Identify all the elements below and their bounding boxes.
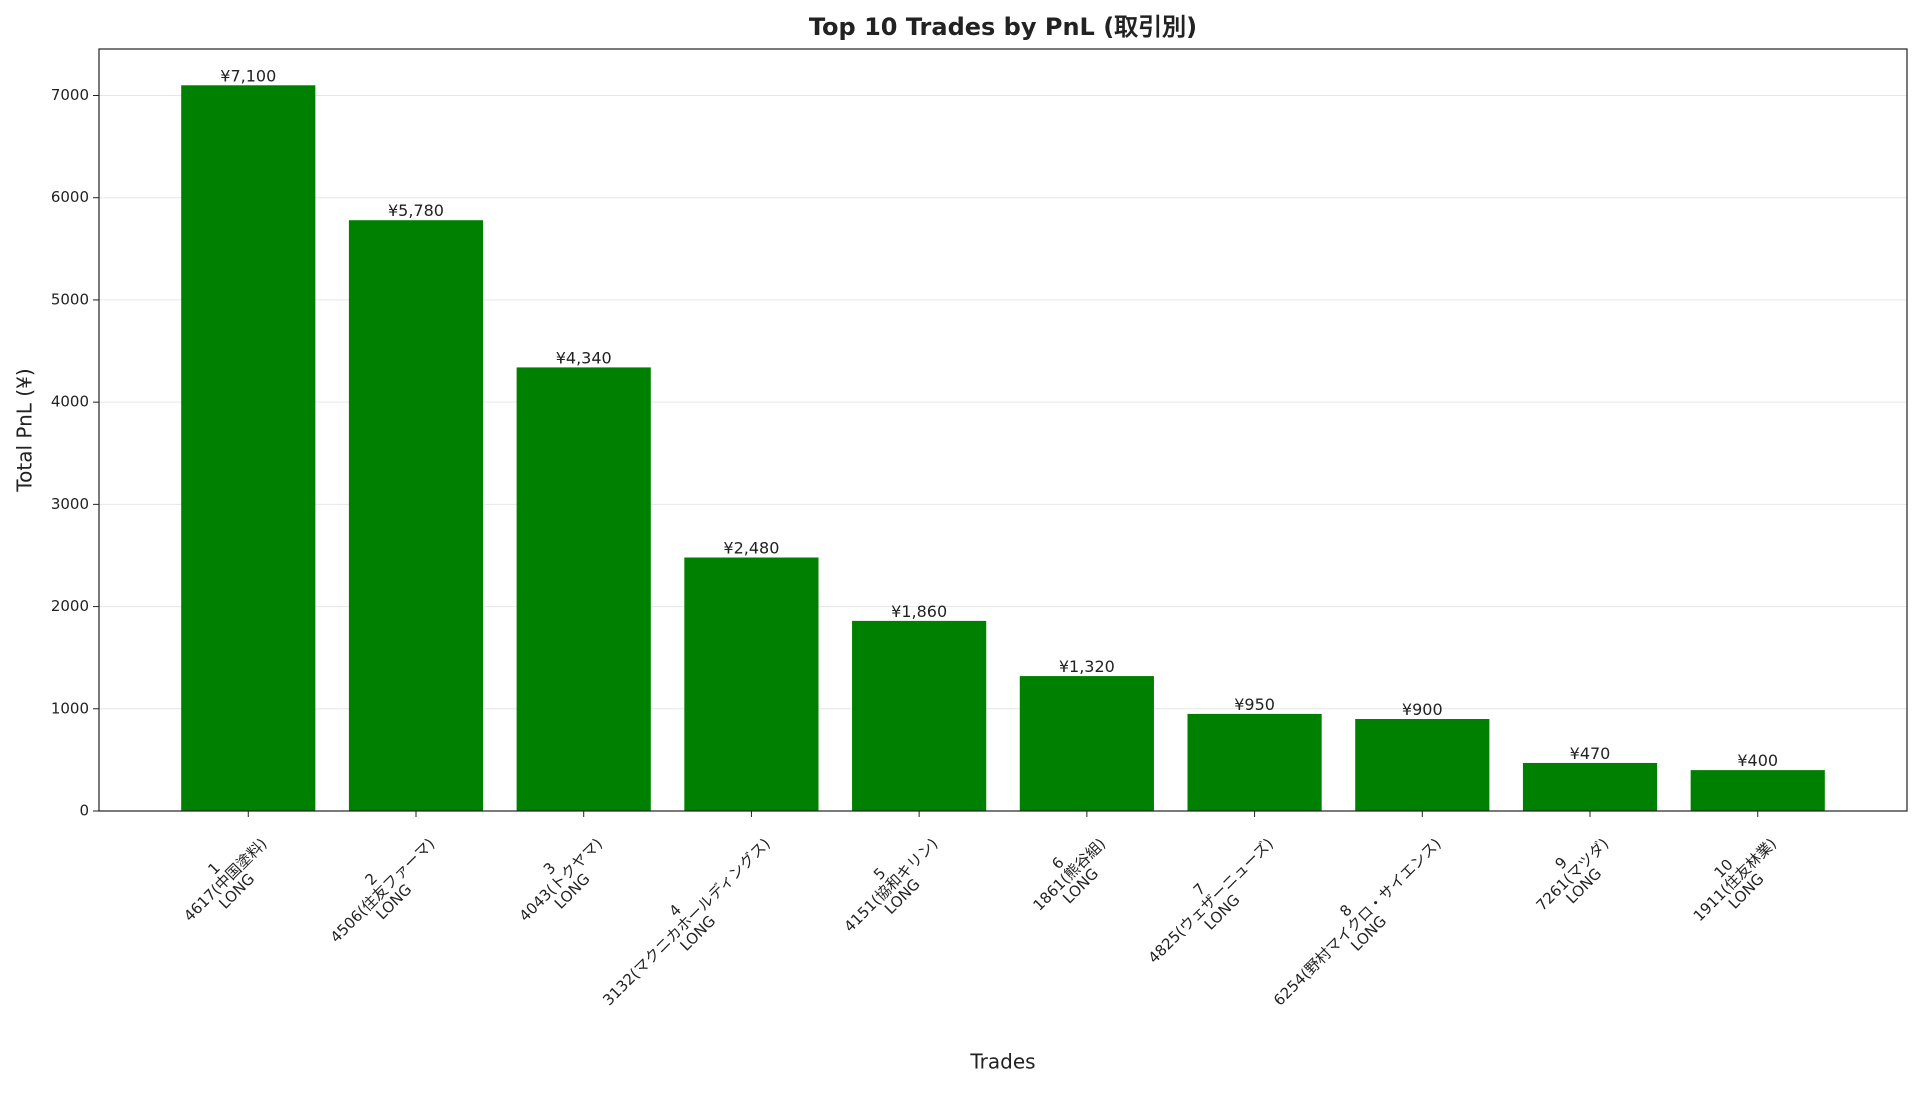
x-tick-label: 34043(トクヤマ)LONG: [504, 823, 617, 936]
y-tick-label: 0: [79, 802, 89, 820]
value-label: ¥400: [1737, 751, 1778, 770]
value-label: ¥1,320: [1059, 657, 1115, 676]
x-tick-label-group: 101911(住友林業)LONG: [1678, 823, 1791, 936]
x-tick-label: 54151(協和キリン)LONG: [829, 823, 953, 947]
x-tick-label: 74825(ウェザーニューズ)LONG: [1133, 823, 1288, 978]
value-label: ¥2,480: [723, 539, 779, 558]
y-tick-label: 5000: [51, 290, 89, 308]
x-tick-label-group: 34043(トクヤマ)LONG: [504, 823, 617, 936]
x-tick-label: 101911(住友林業)LONG: [1678, 823, 1791, 936]
y-tick-label: 7000: [51, 86, 89, 104]
bar: [1522, 762, 1658, 811]
bar: [1690, 770, 1825, 811]
x-tick-label-group: 86254(野村マイクロ・サイエンス)LONG: [1259, 823, 1456, 1020]
bar: [181, 85, 316, 812]
bar: [852, 620, 987, 811]
value-label: ¥900: [1402, 700, 1443, 719]
x-tick-label: 24506(住友ファーマ)LONG: [315, 823, 449, 957]
bar: [1187, 713, 1322, 811]
plot-frame: [98, 48, 1908, 812]
chart-title: Top 10 Trades by PnL (取引別): [809, 13, 1197, 41]
x-tick-label-group: 24506(住友ファーマ)LONG: [315, 823, 449, 957]
bar: [684, 557, 819, 811]
bar: [348, 220, 484, 811]
x-axis-label: Trades: [969, 1050, 1035, 1074]
value-label: ¥4,340: [556, 348, 612, 367]
x-tick-label-group: 74825(ウェザーニューズ)LONG: [1133, 823, 1288, 978]
bar: [1355, 719, 1490, 811]
x-tick-label: 97261(マツダ)LONG: [1521, 823, 1623, 925]
x-tick-label: 14617(中国塗料)LONG: [169, 823, 282, 936]
y-tick-label: 3000: [51, 495, 89, 513]
y-axis-label: Total PnL (¥): [13, 368, 37, 492]
x-tick-label: 61861(熊谷組)LONG: [1018, 823, 1120, 925]
y-tick-label: 2000: [51, 597, 89, 615]
x-tick-label-group: 61861(熊谷組)LONG: [1018, 823, 1120, 925]
value-label: ¥950: [1234, 695, 1275, 714]
x-tick-label-group: 14617(中国塗料)LONG: [169, 823, 282, 936]
value-label: ¥5,780: [388, 201, 444, 220]
value-label: ¥7,100: [220, 66, 276, 85]
bar: [1019, 676, 1154, 811]
value-label: ¥470: [1570, 744, 1611, 763]
x-tick-label-group: 97261(マツダ)LONG: [1521, 823, 1623, 925]
bar: [516, 367, 651, 811]
y-tick-label: 6000: [51, 188, 89, 206]
x-tick-label: 43132(マクニカホールディングス)LONG: [588, 823, 785, 1020]
y-tick-label: 4000: [51, 393, 89, 411]
value-label: ¥1,860: [891, 602, 947, 621]
x-tick-label-group: 54151(協和キリン)LONG: [829, 823, 953, 947]
x-tick-label-group: 43132(マクニカホールディングス)LONG: [588, 823, 785, 1020]
x-tick-label: 86254(野村マイクロ・サイエンス)LONG: [1259, 823, 1456, 1020]
y-tick-label: 1000: [51, 699, 89, 717]
